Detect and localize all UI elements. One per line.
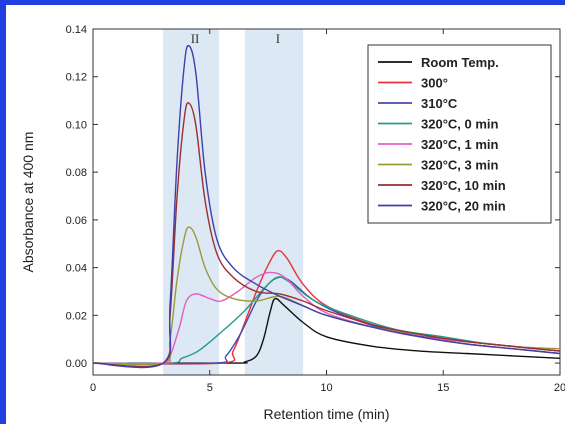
legend-label-5: 320°C, 1 min xyxy=(421,137,499,152)
chromatogram-chart: II I 0 5 10 15 200.000.020.040.060.080.100.12… xyxy=(20,24,565,422)
x-tick-label-4: 20 xyxy=(554,382,565,394)
y-axis-label: Absorbance at 400 nm xyxy=(20,132,36,273)
y-tick-label-2: 0.04 xyxy=(66,263,87,275)
y-tick-label-4: 0.08 xyxy=(66,167,87,179)
y-tick-label-3: 0.06 xyxy=(66,215,87,227)
series-line-7 xyxy=(92,102,561,368)
legend-label-7: 320°C, 10 min xyxy=(421,178,506,193)
y-tick-label-7: 0.14 xyxy=(66,24,87,36)
y-tick-label-1: 0.02 xyxy=(66,310,87,322)
legend-label-3: 310°C xyxy=(421,96,458,111)
y-tick-label-5: 0.10 xyxy=(66,119,87,131)
legend-label-2: 300° xyxy=(421,76,448,91)
x-tick-label-0: 0 xyxy=(90,382,96,394)
y-tick-label-6: 0.12 xyxy=(66,72,87,84)
legend-label-4: 320°C, 0 min xyxy=(421,117,499,132)
region-label-2: I xyxy=(276,31,280,46)
series-line-1 xyxy=(92,297,561,364)
legend: Room Temp. 300° 310°C 320°C, 0 min 320°C, 1 … xyxy=(367,44,552,224)
shaded-region-1 xyxy=(163,29,220,375)
x-tick-label-3: 15 xyxy=(437,382,449,394)
series-line-4 xyxy=(92,276,561,365)
x-tick-label-2: 10 xyxy=(320,382,332,394)
series-line-8 xyxy=(92,44,561,369)
region-label-1: II xyxy=(191,31,200,46)
y-tick-label-0: 0.00 xyxy=(66,358,87,370)
shaded-regions: II I xyxy=(163,29,304,375)
legend-label-6: 320°C, 3 min xyxy=(421,158,499,173)
axes: 0 5 10 15 20 0.00 0.02 0.04 0.06 0.08 0.10 0.12 0.14 xyxy=(66,24,565,394)
series-lines xyxy=(92,44,561,369)
x-tick-label-1: 5 xyxy=(207,382,213,394)
legend-label-8: 320°C, 20 min xyxy=(421,199,506,214)
legend-box xyxy=(367,44,552,224)
x-axis-label: Retention time (min) xyxy=(263,406,389,422)
shaded-region-2 xyxy=(244,29,304,375)
legend-label-1: Room Temp. xyxy=(421,55,499,70)
